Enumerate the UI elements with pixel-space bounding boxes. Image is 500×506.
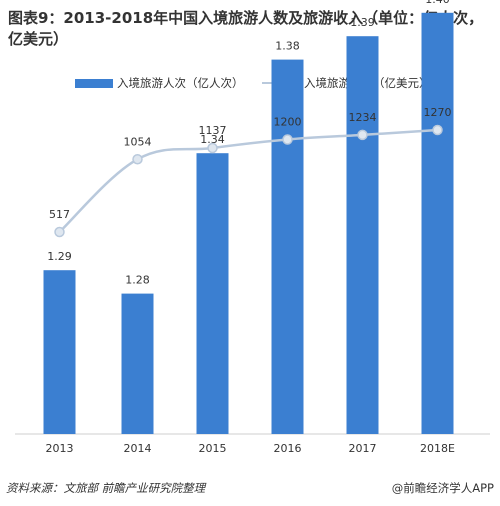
line-label-2018E: 1270: [424, 106, 452, 119]
source-note: 资料来源：文旅部 前瞻产业研究院整理: [6, 481, 206, 495]
line-label-2013: 517: [49, 208, 70, 221]
bar-2015: [196, 153, 229, 434]
line-label-2015: 1137: [199, 124, 227, 137]
line-point-2015: [207, 142, 218, 154]
income-line: [58, 128, 438, 233]
line-label-2017: 1234: [349, 111, 377, 124]
legend-bar-swatch: [75, 78, 113, 88]
bar-2017: [346, 36, 379, 434]
x-tick-2018E: 2018E: [420, 442, 455, 455]
bar-2018E: [421, 12, 454, 435]
line-point-2018E: [432, 124, 443, 136]
line-point-2016: [282, 134, 293, 145]
x-tick-2014: 2014: [124, 442, 152, 455]
bar-label-2015: 1.34: [200, 133, 225, 146]
x-tick-2013: 2013: [46, 442, 74, 455]
line-point-2013: [54, 226, 65, 238]
bar-label-2017: 1.39: [350, 16, 375, 29]
brand-credit: @前瞻经济学人APP: [391, 481, 494, 495]
bar-label-2014: 1.28: [125, 274, 150, 287]
bar-label-2013: 1.29: [47, 250, 72, 263]
bar-2014: [121, 293, 154, 434]
x-tick-2015: 2015: [199, 442, 227, 455]
bar-label-2018E: 1.40: [425, 0, 450, 6]
x-tick-2016: 2016: [274, 442, 302, 455]
legend-bar-label: 入境旅游人次（亿人次）: [117, 76, 244, 90]
bar-2016: [271, 59, 304, 434]
line-point-2017: [357, 129, 368, 141]
line-label-2016: 1200: [274, 115, 302, 128]
legend-item-bars: 入境旅游人次（亿人次）: [75, 75, 244, 91]
line-label-2014: 1054: [124, 135, 152, 148]
x-tick-2017: 2017: [349, 442, 377, 455]
chart-title: 图表9：2013-2018年中国入境旅游人数及旅游收入（单位：亿人次，亿美元）: [8, 9, 484, 48]
bar-label-2016: 1.38: [275, 40, 300, 53]
bar-2013: [43, 270, 76, 434]
line-point-2014: [132, 154, 143, 165]
